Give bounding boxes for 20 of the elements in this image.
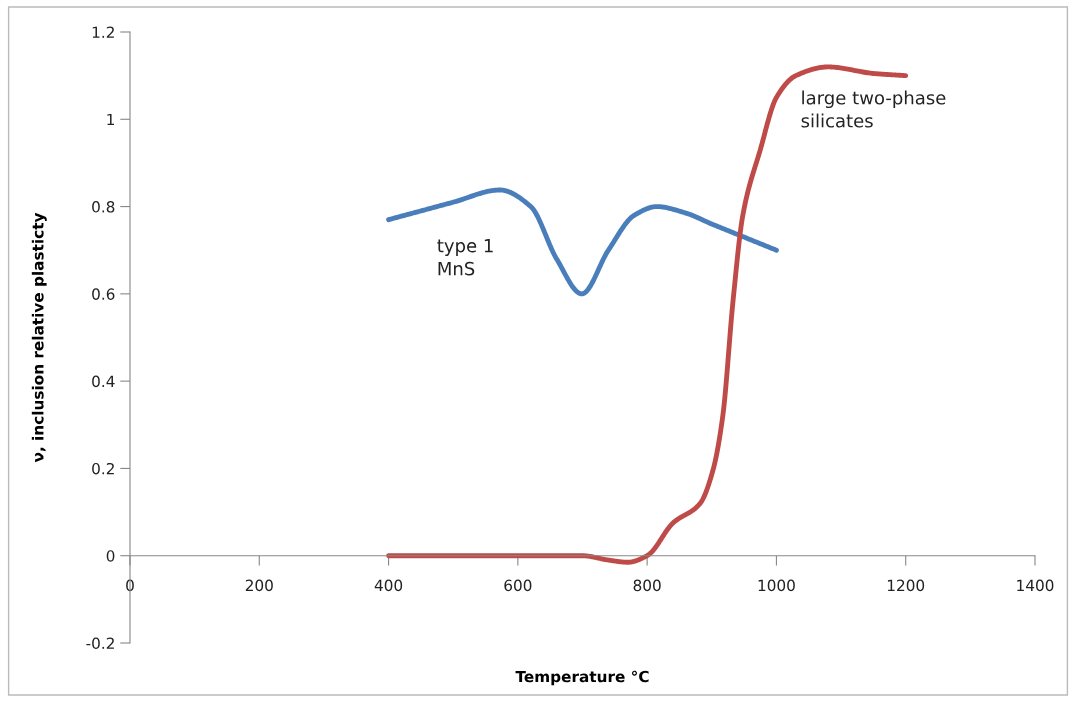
y-tick-label: 1.2 [92, 26, 114, 38]
y-tick-label: -0.2 [86, 637, 114, 650]
x-tick-label: 1000 [758, 579, 795, 592]
annotation: large two-phase silicates [801, 90, 946, 128]
x-tick-label: 1200 [887, 579, 925, 592]
x-axis-title: Temperature °C [515, 670, 649, 686]
y-tick-label: 0.8 [92, 201, 115, 213]
annotation: type 1 MnS [437, 239, 493, 276]
x-tick-label: 0 [126, 579, 134, 592]
x-tick-label: 600 [504, 579, 532, 592]
x-tick-label: 1400 [1017, 579, 1054, 592]
x-tick-label: 800 [633, 579, 661, 592]
y-axis-title: ν, inclusion relative plasticty [31, 212, 47, 463]
y-tick-label: 0 [106, 550, 115, 562]
x-tick-label: 400 [374, 579, 403, 592]
y-tick-label: 1 [107, 113, 115, 126]
x-tick-label: 200 [245, 579, 273, 592]
y-tick-label: 0.6 [92, 288, 115, 300]
y-tick-label: 0.4 [92, 375, 115, 388]
y-tick-label: 0.2 [92, 462, 114, 475]
